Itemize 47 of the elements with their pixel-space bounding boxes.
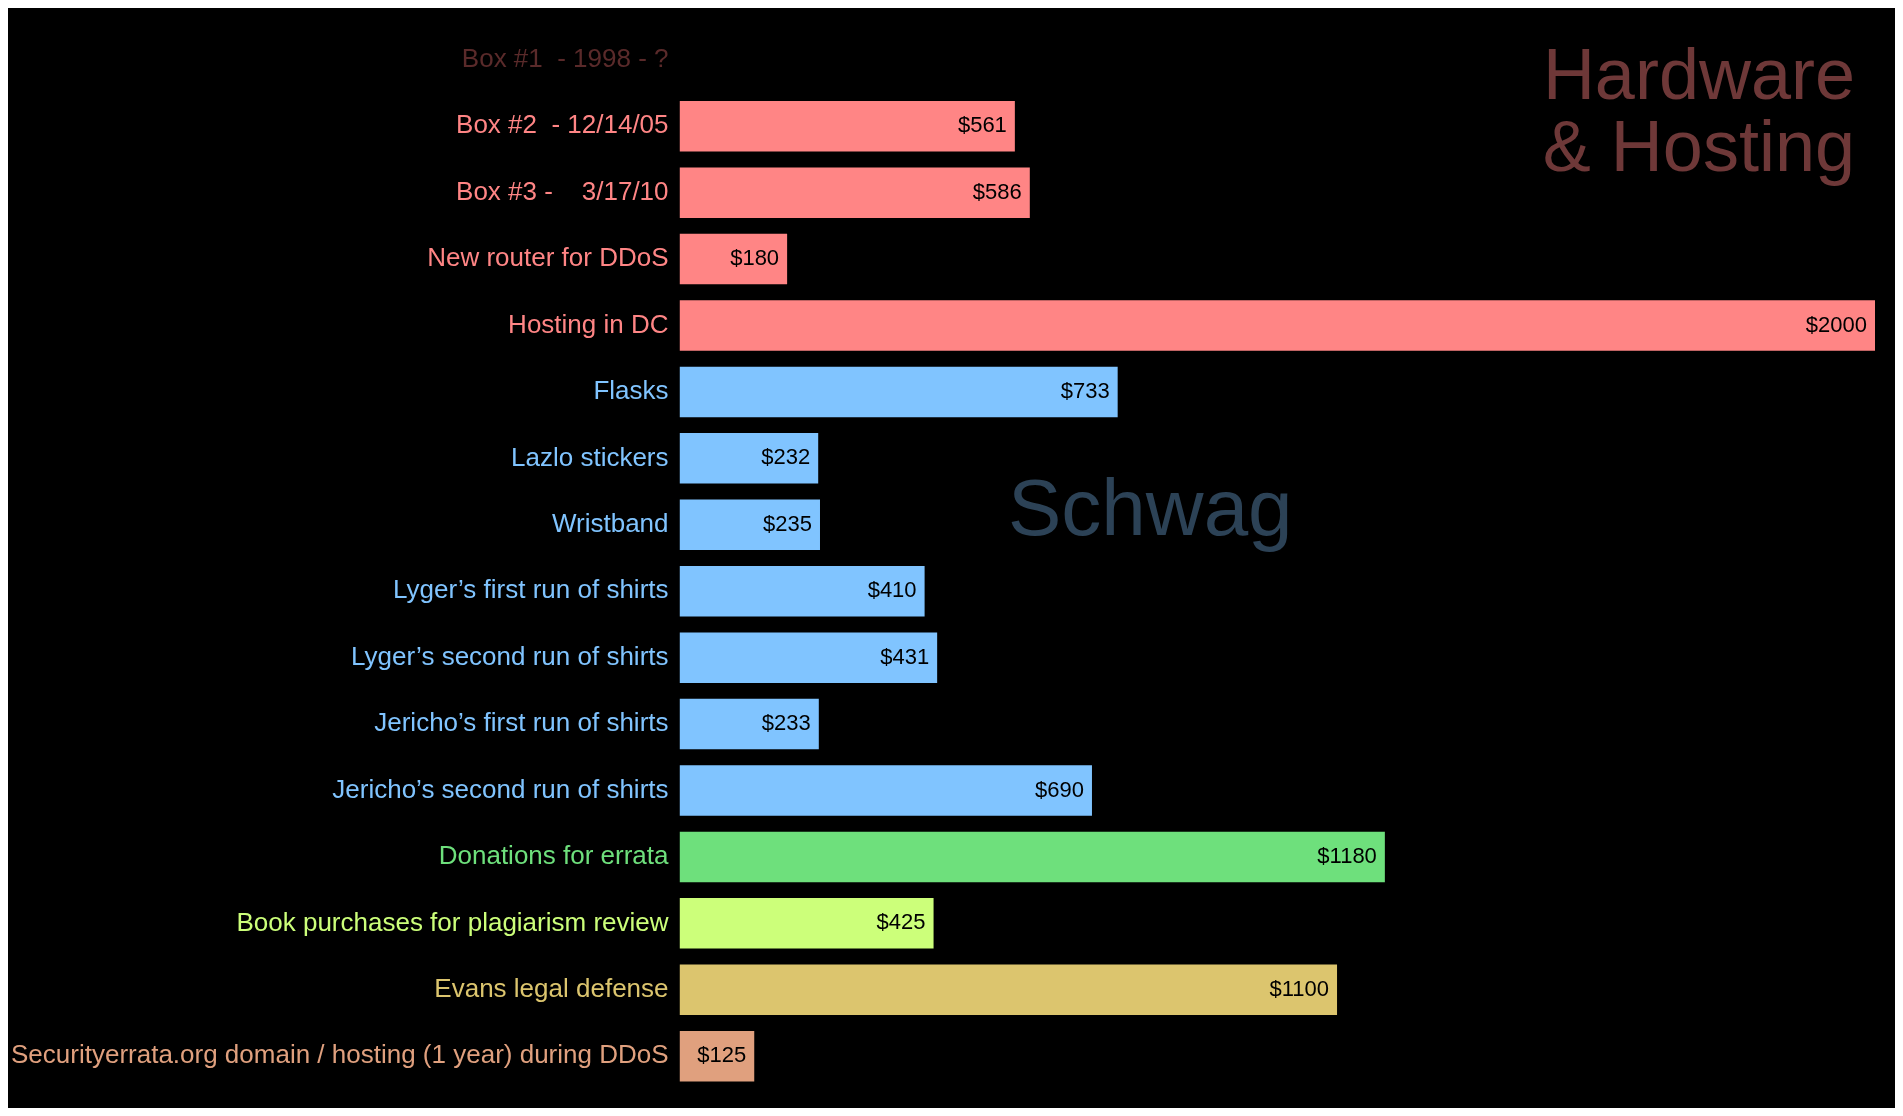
bar xyxy=(679,898,934,949)
bar xyxy=(679,167,1030,218)
annotation: Schwag xyxy=(1008,463,1293,552)
data-label: $561 xyxy=(957,112,1007,138)
bar xyxy=(679,101,1015,152)
bar xyxy=(679,233,788,285)
bar xyxy=(679,964,1338,1015)
y-tick-label: Jericho’s first run of shirts xyxy=(374,707,669,738)
bar xyxy=(679,831,1385,883)
y-tick-label: Lazlo stickers xyxy=(511,441,669,472)
data-label: $233 xyxy=(761,710,811,736)
annotation: Hardware & Hosting xyxy=(1541,34,1855,186)
y-tick-label: Donations for errata xyxy=(438,840,670,871)
y-tick-label: Flasks xyxy=(593,375,669,406)
y-tick-label: Evans legal defense xyxy=(434,972,669,1003)
y-tick-label: Lyger’s second run of shirts xyxy=(351,640,669,671)
data-label: $431 xyxy=(880,643,930,669)
y-tick-label: Box #2 - 12/14/05 xyxy=(456,109,669,140)
data-label: $2000 xyxy=(1805,311,1867,337)
data-label: $180 xyxy=(730,245,780,271)
y-tick-label: Wristband xyxy=(551,507,669,538)
y-tick-label: Box #1 - 1998 - ? xyxy=(461,42,669,73)
y-tick-label: Hosting in DC xyxy=(508,308,669,339)
data-label: $733 xyxy=(1060,378,1110,403)
bar xyxy=(679,698,819,750)
data-label: $586 xyxy=(972,178,1022,204)
bar xyxy=(679,632,938,683)
y-tick-label: Book purchases for plagiarism review xyxy=(236,906,669,937)
y-tick-label: Jericho’s second run of shirts xyxy=(332,773,669,804)
data-label: $410 xyxy=(867,577,917,603)
y-tick-label: Securityerrata.org domain / hosting (1 year) during DDoS xyxy=(11,1039,669,1070)
data-label: $232 xyxy=(761,444,811,470)
data-label: $425 xyxy=(876,909,926,935)
data-label: $235 xyxy=(763,510,812,536)
y-tick-label: Lyger’s first run of shirts xyxy=(393,574,669,605)
data-label: $1100 xyxy=(1269,975,1330,1001)
data-label: $125 xyxy=(697,1042,747,1068)
y-tick-label: Box #3 - 3/17/10 xyxy=(456,175,669,206)
bar xyxy=(679,499,820,551)
data-label: $690 xyxy=(1035,776,1084,802)
bar xyxy=(679,765,1092,816)
data-label: $1180 xyxy=(1317,842,1377,868)
y-tick-label: New router for DDoS xyxy=(427,242,669,273)
bar xyxy=(679,565,925,617)
bar xyxy=(679,300,1875,351)
bar xyxy=(679,366,1118,418)
bar xyxy=(679,433,819,484)
